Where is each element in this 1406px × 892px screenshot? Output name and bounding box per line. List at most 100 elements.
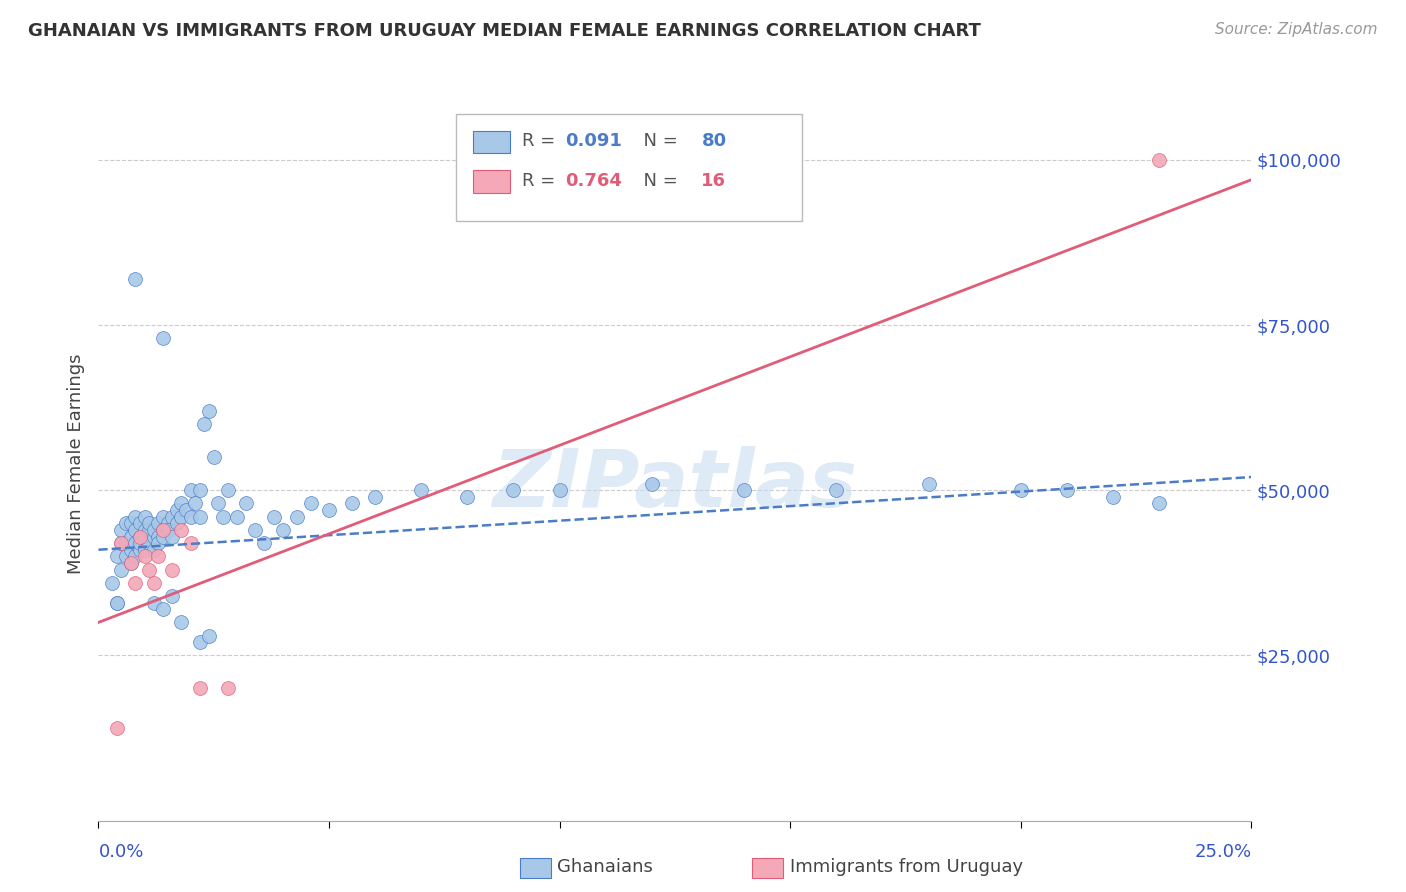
Point — [152, 509, 174, 524]
Point — [134, 542, 156, 557]
FancyBboxPatch shape — [472, 169, 510, 193]
Point — [188, 681, 211, 696]
Point — [411, 483, 433, 498]
Text: 80: 80 — [702, 132, 727, 150]
Point — [134, 509, 156, 524]
Point — [115, 549, 138, 564]
Point — [138, 516, 160, 531]
Point — [340, 496, 363, 510]
Point — [160, 563, 183, 577]
Point — [110, 563, 132, 577]
Point — [129, 536, 152, 550]
Point — [502, 483, 524, 498]
Point — [115, 536, 138, 550]
Point — [733, 483, 755, 498]
Point — [129, 529, 152, 543]
Point — [142, 542, 165, 557]
Point — [124, 509, 146, 524]
Point — [142, 575, 165, 590]
Point — [198, 629, 221, 643]
Point — [110, 536, 132, 550]
Point — [152, 602, 174, 616]
Point — [184, 496, 207, 510]
Point — [170, 615, 193, 630]
Point — [138, 536, 160, 550]
FancyBboxPatch shape — [472, 130, 510, 153]
Point — [152, 523, 174, 537]
Point — [124, 272, 146, 286]
Text: R =: R = — [522, 171, 561, 189]
Point — [160, 529, 183, 543]
Point — [188, 483, 211, 498]
Point — [198, 404, 221, 418]
Point — [156, 523, 179, 537]
Point — [225, 509, 247, 524]
Point — [110, 536, 132, 550]
Point — [124, 575, 146, 590]
Point — [142, 596, 165, 610]
Point — [166, 503, 188, 517]
Point — [105, 596, 128, 610]
Point — [138, 563, 160, 577]
Point — [120, 529, 142, 543]
Point — [456, 490, 478, 504]
Point — [120, 542, 142, 557]
Point — [263, 509, 285, 524]
Point — [188, 509, 211, 524]
Point — [318, 503, 340, 517]
Text: 25.0%: 25.0% — [1194, 843, 1251, 861]
Point — [217, 483, 239, 498]
Point — [152, 529, 174, 543]
Point — [134, 529, 156, 543]
Point — [180, 483, 202, 498]
Point — [160, 589, 183, 603]
Point — [188, 635, 211, 649]
Point — [1010, 483, 1032, 498]
Point — [124, 549, 146, 564]
Point — [120, 516, 142, 531]
Point — [235, 496, 257, 510]
Point — [148, 549, 170, 564]
Point — [142, 523, 165, 537]
Point — [129, 542, 152, 557]
Point — [202, 450, 225, 465]
Point — [124, 536, 146, 550]
Point — [299, 496, 322, 510]
Point — [152, 331, 174, 345]
Point — [129, 529, 152, 543]
Point — [156, 516, 179, 531]
Text: 0.0%: 0.0% — [98, 843, 143, 861]
Point — [271, 523, 294, 537]
Point — [1102, 490, 1125, 504]
Point — [101, 575, 124, 590]
Point — [129, 516, 152, 531]
Point — [285, 509, 308, 524]
Text: Source: ZipAtlas.com: Source: ZipAtlas.com — [1215, 22, 1378, 37]
Point — [207, 496, 229, 510]
Y-axis label: Median Female Earnings: Median Female Earnings — [66, 353, 84, 574]
Point — [124, 523, 146, 537]
Point — [1056, 483, 1078, 498]
Text: Immigrants from Uruguay: Immigrants from Uruguay — [790, 858, 1024, 876]
Text: Ghanaians: Ghanaians — [557, 858, 652, 876]
Text: N =: N = — [633, 171, 683, 189]
Text: 0.764: 0.764 — [565, 171, 623, 189]
Point — [152, 523, 174, 537]
Point — [110, 523, 132, 537]
Point — [253, 536, 276, 550]
Text: 0.091: 0.091 — [565, 132, 623, 150]
FancyBboxPatch shape — [456, 114, 801, 221]
Point — [105, 549, 128, 564]
Point — [148, 536, 170, 550]
Point — [142, 529, 165, 543]
Point — [170, 496, 193, 510]
Point — [174, 503, 197, 517]
Point — [134, 523, 156, 537]
Point — [180, 536, 202, 550]
Text: R =: R = — [522, 132, 561, 150]
Point — [1147, 153, 1170, 167]
Point — [170, 523, 193, 537]
Point — [217, 681, 239, 696]
Point — [170, 509, 193, 524]
Text: N =: N = — [633, 132, 683, 150]
